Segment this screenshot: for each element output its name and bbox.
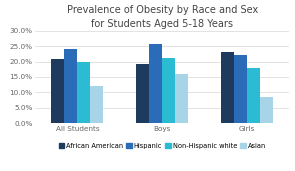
Bar — [260, 97, 273, 123]
Bar — [51, 59, 64, 123]
Legend: African American, Hispanic, Non-Hispanic white, Asian: African American, Hispanic, Non-Hispanic… — [58, 143, 266, 149]
Bar — [175, 75, 188, 123]
Bar — [162, 58, 175, 123]
Bar — [221, 52, 234, 123]
Bar — [149, 44, 162, 123]
Bar — [234, 55, 247, 123]
Bar — [90, 86, 103, 123]
Bar — [77, 62, 90, 123]
Title: Prevalence of Obesity by Race and Sex
for Students Aged 5-18 Years: Prevalence of Obesity by Race and Sex fo… — [67, 5, 258, 29]
Bar — [136, 64, 149, 123]
Bar — [64, 49, 77, 123]
Bar — [247, 68, 260, 123]
